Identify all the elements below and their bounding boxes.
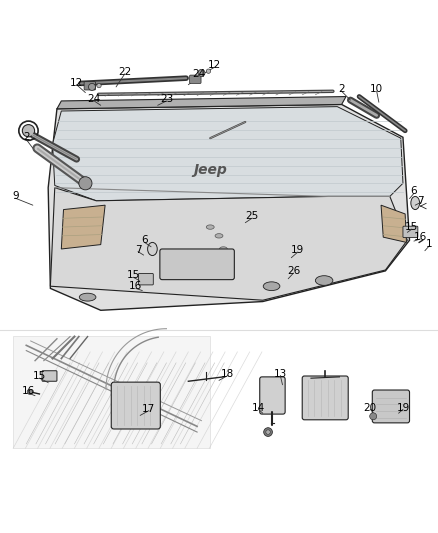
FancyBboxPatch shape bbox=[138, 273, 153, 285]
FancyBboxPatch shape bbox=[403, 226, 418, 238]
Text: 2: 2 bbox=[338, 84, 345, 94]
Ellipse shape bbox=[219, 247, 227, 251]
FancyBboxPatch shape bbox=[302, 376, 348, 420]
Ellipse shape bbox=[148, 243, 157, 255]
Text: 12: 12 bbox=[208, 60, 221, 70]
Text: 12: 12 bbox=[70, 77, 83, 87]
Circle shape bbox=[206, 69, 211, 74]
Text: 18: 18 bbox=[221, 369, 234, 379]
Polygon shape bbox=[57, 96, 346, 109]
Text: 1: 1 bbox=[426, 239, 433, 249]
Text: 15: 15 bbox=[33, 371, 46, 381]
Circle shape bbox=[79, 177, 92, 190]
Circle shape bbox=[370, 413, 377, 420]
Polygon shape bbox=[61, 205, 105, 249]
Text: 24: 24 bbox=[193, 69, 206, 79]
Ellipse shape bbox=[215, 233, 223, 238]
Ellipse shape bbox=[315, 276, 333, 285]
Text: 13: 13 bbox=[274, 369, 287, 379]
Circle shape bbox=[22, 125, 35, 137]
FancyBboxPatch shape bbox=[42, 371, 57, 381]
Text: 23: 23 bbox=[160, 94, 173, 104]
FancyBboxPatch shape bbox=[190, 75, 201, 84]
Text: 10: 10 bbox=[370, 84, 383, 94]
Text: 16: 16 bbox=[414, 232, 427, 242]
Text: 16: 16 bbox=[22, 386, 35, 397]
Text: 9: 9 bbox=[12, 191, 19, 201]
FancyBboxPatch shape bbox=[260, 377, 285, 414]
Text: 16: 16 bbox=[129, 281, 142, 291]
Circle shape bbox=[97, 84, 101, 88]
Circle shape bbox=[27, 389, 32, 394]
FancyBboxPatch shape bbox=[84, 82, 95, 90]
Ellipse shape bbox=[411, 197, 420, 209]
Text: 20: 20 bbox=[364, 402, 377, 413]
Text: 19: 19 bbox=[291, 245, 304, 255]
Text: 14: 14 bbox=[252, 402, 265, 413]
FancyBboxPatch shape bbox=[111, 382, 160, 429]
Text: 26: 26 bbox=[287, 266, 300, 276]
FancyBboxPatch shape bbox=[160, 249, 234, 280]
FancyBboxPatch shape bbox=[372, 390, 410, 423]
Text: 24: 24 bbox=[88, 94, 101, 104]
Text: 6: 6 bbox=[141, 235, 148, 245]
Circle shape bbox=[198, 69, 205, 76]
Circle shape bbox=[264, 427, 272, 437]
Text: 2: 2 bbox=[23, 132, 30, 142]
Text: Jeep: Jeep bbox=[193, 163, 227, 177]
Ellipse shape bbox=[79, 293, 96, 301]
Circle shape bbox=[266, 430, 270, 434]
Text: 15: 15 bbox=[127, 270, 140, 280]
Circle shape bbox=[88, 84, 95, 91]
Text: 22: 22 bbox=[118, 67, 131, 77]
Text: 19: 19 bbox=[396, 402, 410, 413]
Text: 25: 25 bbox=[245, 211, 258, 221]
Polygon shape bbox=[53, 107, 403, 201]
Polygon shape bbox=[13, 336, 210, 448]
Polygon shape bbox=[48, 104, 410, 310]
Text: 17: 17 bbox=[142, 404, 155, 414]
Ellipse shape bbox=[206, 225, 214, 229]
Text: 6: 6 bbox=[410, 186, 417, 196]
Polygon shape bbox=[381, 205, 406, 243]
Text: 7: 7 bbox=[417, 196, 424, 206]
Polygon shape bbox=[50, 188, 407, 300]
Text: 15: 15 bbox=[405, 222, 418, 232]
Ellipse shape bbox=[263, 282, 280, 290]
Text: 7: 7 bbox=[134, 245, 141, 255]
